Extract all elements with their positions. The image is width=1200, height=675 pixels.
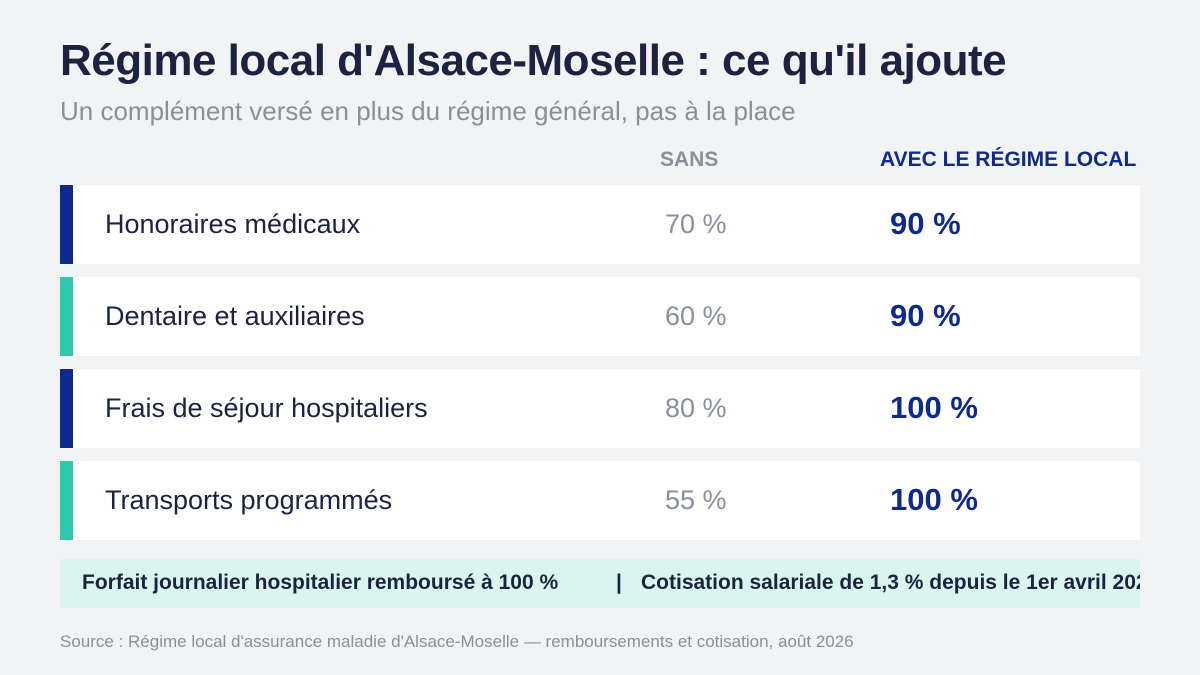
column-header-avec: AVEC LE RÉGIME LOCAL (880, 148, 1137, 171)
source-note: Source : Régime local d'assurance maladi… (60, 632, 854, 651)
row-accent-bar (60, 369, 73, 448)
row-label: Frais de séjour hospitaliers (105, 393, 428, 423)
footer-note-forfait: Forfait journalier hospitalier remboursé… (82, 571, 559, 594)
table-row: Transports programmés 55 % 100 % (60, 461, 1140, 540)
page-title: Régime local d'Alsace-Moselle : ce qu'il… (60, 36, 1007, 85)
column-header-sans: SANS (660, 148, 719, 171)
row-value-sans: 55 % (665, 485, 727, 515)
row-accent-bar (60, 461, 73, 540)
row-accent-bar (60, 185, 73, 264)
page-subtitle: Un complément versé en plus du régime gé… (60, 96, 796, 126)
row-value-avec: 100 % (890, 482, 978, 517)
row-value-avec: 90 % (890, 206, 961, 241)
footer-notes-band: Forfait journalier hospitalier remboursé… (60, 559, 1140, 608)
row-label: Dentaire et auxiliaires (105, 301, 365, 331)
row-label: Honoraires médicaux (105, 209, 361, 239)
row-value-sans: 70 % (665, 209, 727, 239)
row-value-sans: 80 % (665, 393, 727, 423)
table-row: Honoraires médicaux 70 % 90 % (60, 185, 1140, 264)
footer-separator: | (616, 571, 622, 594)
table-row: Frais de séjour hospitaliers 80 % 100 % (60, 369, 1140, 448)
row-value-avec: 100 % (890, 390, 978, 425)
row-label: Transports programmés (105, 485, 393, 515)
footer-note-cotisation: Cotisation salariale de 1,3 % depuis le … (641, 571, 1140, 594)
row-value-sans: 60 % (665, 301, 727, 331)
table-row: Dentaire et auxiliaires 60 % 90 % (60, 277, 1140, 356)
row-value-avec: 90 % (890, 298, 961, 333)
row-accent-bar (60, 277, 73, 356)
